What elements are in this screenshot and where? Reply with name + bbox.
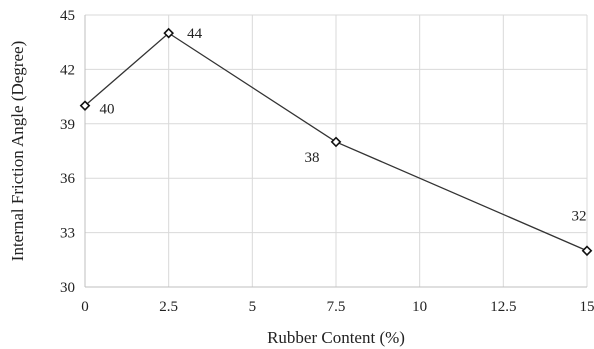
y-tick-label: 36 bbox=[60, 171, 76, 187]
x-tick-label: 2.5 bbox=[159, 299, 178, 315]
y-axis-title: Internal Friction Angle (Degree) bbox=[8, 41, 27, 261]
x-axis-title: Rubber Content (%) bbox=[267, 328, 405, 347]
x-axis-ticks: 0 2.5 5 7.5 10 12.5 15 bbox=[81, 299, 594, 315]
x-tick-label: 5 bbox=[249, 299, 257, 315]
y-tick-label: 33 bbox=[60, 226, 75, 242]
x-tick-label: 15 bbox=[580, 299, 594, 315]
data-points bbox=[79, 27, 593, 257]
data-labels: 40 44 38 32 bbox=[100, 26, 587, 225]
x-tick-label: 12.5 bbox=[490, 299, 516, 315]
data-point-marker bbox=[330, 136, 342, 148]
data-label: 44 bbox=[187, 26, 203, 42]
y-tick-label: 45 bbox=[60, 8, 75, 24]
data-label: 38 bbox=[305, 150, 320, 166]
x-tick-label: 0 bbox=[81, 299, 89, 315]
y-axis-ticks: 30 33 36 39 42 45 bbox=[60, 8, 76, 296]
x-tick-label: 7.5 bbox=[327, 299, 346, 315]
y-tick-label: 39 bbox=[60, 117, 75, 133]
data-point-marker bbox=[79, 100, 91, 111]
series-line-path bbox=[84, 32, 588, 252]
axes bbox=[84, 15, 587, 288]
data-point-marker bbox=[163, 27, 174, 39]
y-tick-label: 30 bbox=[60, 280, 75, 296]
grid-lines bbox=[84, 14, 588, 288]
data-label: 32 bbox=[572, 209, 587, 225]
data-label: 40 bbox=[100, 102, 115, 118]
series-line bbox=[84, 32, 588, 252]
data-point-marker bbox=[581, 245, 593, 257]
y-tick-label: 42 bbox=[60, 62, 75, 78]
x-tick-label: 10 bbox=[412, 299, 427, 315]
